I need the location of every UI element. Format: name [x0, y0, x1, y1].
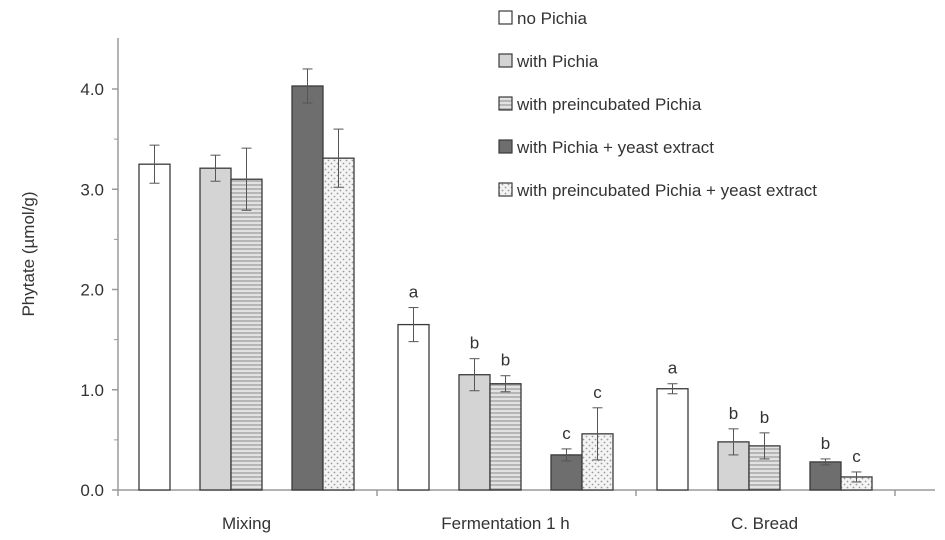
significance-letter: c [852, 447, 861, 466]
legend-swatch [498, 182, 513, 197]
bar [291, 85, 324, 491]
y-tick-label: 2.0 [80, 281, 104, 300]
significance-letter: c [593, 383, 602, 402]
bar [230, 178, 263, 491]
legend-swatch [498, 10, 513, 25]
legend: no Pichia with Pichia with preincubated Pi… [498, 9, 817, 200]
significance-letter: a [668, 359, 678, 378]
bar [322, 157, 355, 491]
x-category-label: C. Bread [731, 514, 798, 533]
bar [489, 383, 522, 491]
significance-letter: b [729, 404, 738, 423]
significance-letter: b [821, 434, 830, 453]
significance-letter: c [562, 424, 571, 443]
y-tick-label: 3.0 [80, 180, 104, 199]
legend-label: with preincubated Pichia + yeast extract [516, 181, 817, 200]
labels-group: a a b b b b c b c c [409, 283, 861, 466]
legend-swatch [498, 53, 513, 68]
legend-label: no Pichia [517, 9, 587, 28]
legend-label: with preincubated Pichia [516, 95, 702, 114]
legend-swatch [498, 139, 513, 154]
bar [809, 461, 842, 491]
significance-letter: a [409, 283, 419, 302]
x-category-label: Fermentation 1 h [441, 514, 570, 533]
y-tick-label: 0.0 [80, 481, 104, 500]
y-tick-label: 4.0 [80, 80, 104, 99]
bar [656, 388, 689, 491]
bar [199, 167, 232, 491]
bar [397, 323, 430, 491]
bar [138, 163, 171, 491]
axes: 0.0 1.0 2.0 3.0 4.0 Phytate (µmol/g) Mixing Fer… [19, 38, 935, 533]
significance-letter: b [760, 408, 769, 427]
legend-label: with Pichia [516, 52, 599, 71]
significance-letter: b [501, 351, 510, 370]
legend-swatch [498, 96, 513, 111]
y-tick-label: 1.0 [80, 381, 104, 400]
y-axis-title: Phytate (µmol/g) [19, 191, 38, 316]
legend-label: with Pichia + yeast extract [516, 138, 714, 157]
significance-letter: b [470, 334, 479, 353]
bar [458, 374, 491, 491]
x-category-label: Mixing [222, 514, 271, 533]
bars-group [138, 68, 873, 491]
